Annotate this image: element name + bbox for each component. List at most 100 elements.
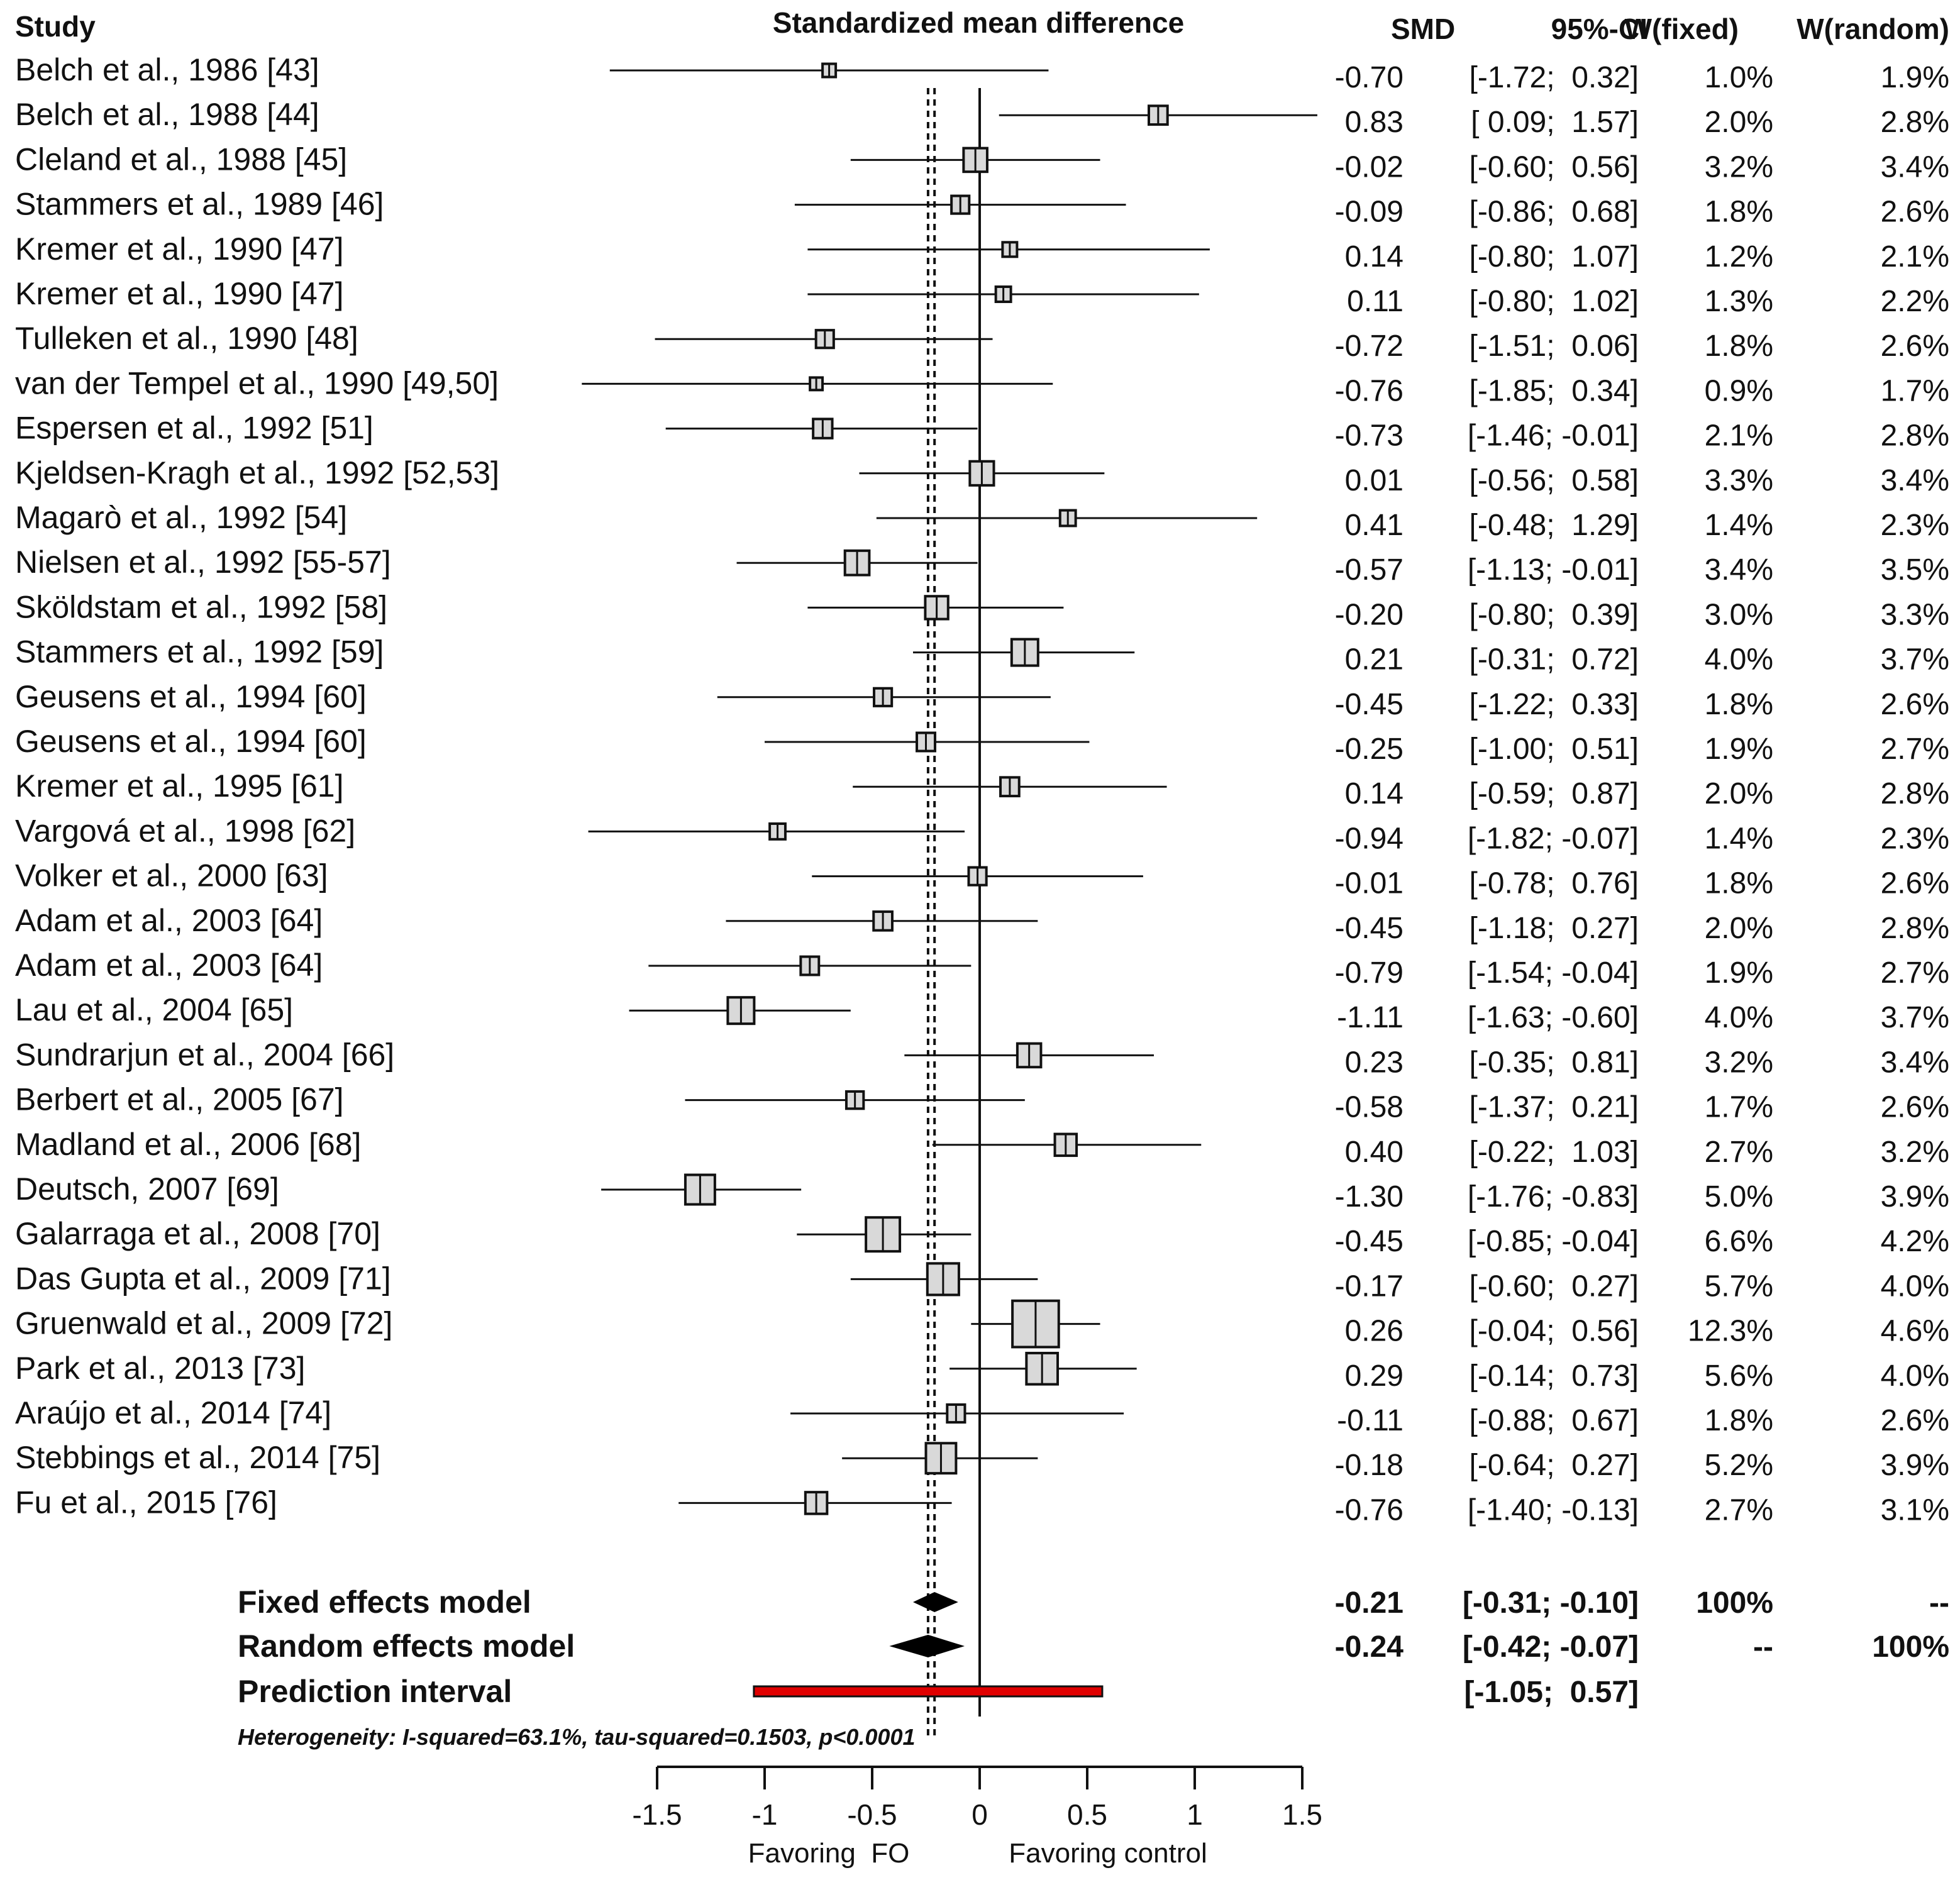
study-ci: [-0.22; 1.03] [1469,1136,1639,1169]
favoring-fo-label: Favoring FO [748,1838,910,1869]
study-label: Geusens et al., 1994 [60] [15,724,367,759]
x-tick-label: 1.5 [1282,1798,1322,1831]
study-weight-random: 3.4% [1881,1046,1949,1079]
study-label: Magarò et al., 1992 [54] [15,500,347,535]
study-ci: [-1.00; 0.51] [1469,733,1639,766]
study-ci: [-1.46; -0.01] [1468,419,1639,453]
study-weight-fixed: 2.7% [1705,1136,1773,1169]
random-model-label: Random effects model [238,1628,575,1664]
study-label: Stammers et al., 1989 [46] [15,187,384,222]
study-ci: [-1.22; 0.33] [1469,688,1639,721]
study-label: Adam et al., 2003 [64] [15,948,323,983]
study-ci: [-1.51; 0.06] [1469,329,1639,363]
study-weight-fixed: 1.9% [1705,733,1773,766]
study-weight-random: 3.3% [1881,598,1949,631]
study-label: Tulleken et al., 1990 [48] [15,321,358,356]
study-weight-random: 3.2% [1881,1136,1949,1169]
study-weight-fixed: 2.0% [1705,777,1773,810]
study-smd: -0.79 [1335,956,1404,990]
header-w-random: W(random) [1797,13,1949,45]
study-label: Stebbings et al., 2014 [75] [15,1440,380,1475]
study-weight-random: 2.6% [1881,329,1949,363]
study-smd: 0.01 [1345,464,1404,497]
study-smd: 0.11 [1347,285,1404,318]
study-weight-fixed: 1.4% [1705,822,1773,855]
study-ci: [-1.54; -0.04] [1468,956,1639,990]
study-weight-fixed: 3.3% [1705,464,1773,497]
study-smd: -0.94 [1335,822,1404,855]
study-weight-fixed: 1.8% [1705,688,1773,721]
study-label: Geusens et al., 1994 [60] [15,679,367,714]
study-ci: [-1.63; -0.60] [1468,1001,1639,1034]
fixed-model-label: Fixed effects model [238,1584,531,1620]
study-weight-random: 3.7% [1881,643,1949,677]
prediction-interval-label: Prediction interval [238,1674,512,1709]
study-smd: 0.29 [1345,1359,1404,1393]
study-weight-random: 2.3% [1881,822,1949,855]
prediction-interval-bar [753,1685,1104,1698]
fixed-model-weight-random: -- [1929,1586,1949,1620]
study-ci: [-0.14; 0.73] [1469,1359,1639,1393]
study-weight-fixed: 3.2% [1705,1046,1773,1079]
study-ci: [-0.31; 0.72] [1469,643,1639,677]
study-weight-random: 3.1% [1881,1493,1949,1527]
study-label: Adam et al., 2003 [64] [15,903,323,938]
study-weight-fixed: 6.6% [1705,1225,1773,1258]
study-ci: [-1.40; -0.13] [1468,1493,1639,1527]
header-smd: SMD [1391,13,1455,45]
study-ci: [-0.80; 0.39] [1469,598,1639,631]
study-weight-random: 3.5% [1881,553,1949,587]
study-smd: -0.11 [1337,1404,1404,1437]
study-label: Gruenwald et al., 2009 [72] [15,1306,392,1341]
study-label: Araújo et al., 2014 [74] [15,1395,331,1430]
study-ci: [-0.78; 0.76] [1469,867,1639,900]
header-w-fixed: W(fixed) [1625,13,1739,45]
study-weight-fixed: 3.4% [1705,553,1773,587]
study-smd: -1.30 [1335,1180,1404,1214]
study-label: Stammers et al., 1992 [59] [15,634,384,670]
study-smd: 0.26 [1345,1315,1404,1348]
study-weight-random: 4.0% [1881,1269,1949,1303]
random-model-weight-fixed: -- [1753,1630,1773,1664]
study-label: Sundrarjun et al., 2004 [66] [15,1037,394,1072]
study-weight-random: 4.6% [1881,1315,1949,1348]
study-weight-fixed: 5.6% [1705,1359,1773,1393]
fixed-model-smd: -0.21 [1335,1586,1404,1620]
study-weight-fixed: 12.3% [1688,1315,1773,1348]
study-weight-random: 3.4% [1881,150,1949,184]
study-weight-fixed: 1.3% [1705,285,1773,318]
study-label: Espersen et al., 1992 [51] [15,411,374,446]
study-weight-fixed: 1.0% [1705,61,1773,94]
study-smd: -0.73 [1335,419,1404,453]
study-weight-random: 3.9% [1881,1180,1949,1214]
study-label: Das Gupta et al., 2009 [71] [15,1261,391,1296]
study-smd: -0.45 [1335,688,1404,721]
study-weight-random: 2.6% [1881,196,1949,229]
study-weight-random: 3.9% [1881,1449,1949,1482]
study-weight-random: 2.3% [1881,509,1949,542]
study-weight-fixed: 2.7% [1705,1493,1773,1527]
study-ci: [-0.64; 0.27] [1469,1449,1639,1482]
study-weight-random: 2.6% [1881,1404,1949,1437]
study-ci: [-0.85; -0.04] [1468,1225,1639,1258]
study-label: Fu et al., 2015 [76] [15,1485,277,1520]
study-ci: [-1.18; 0.27] [1469,912,1639,945]
study-label: Sköldstam et al., 1992 [58] [15,589,387,624]
study-weight-fixed: 0.9% [1705,374,1773,407]
study-smd: 0.14 [1345,240,1404,274]
study-weight-random: 4.0% [1881,1359,1949,1393]
study-smd: -0.01 [1335,867,1404,900]
study-label: Madland et al., 2006 [68] [15,1127,361,1162]
study-weight-random: 2.2% [1881,285,1949,318]
study-weight-random: 2.6% [1881,867,1949,900]
header-ci: 95%-CI [1551,13,1647,45]
study-weight-fixed: 1.7% [1705,1091,1773,1124]
study-label: Kremer et al., 1990 [47] [15,231,344,267]
study-smd: -0.25 [1335,733,1404,766]
study-weight-fixed: 2.1% [1705,419,1773,453]
study-weight-random: 1.7% [1881,374,1949,407]
study-ci: [-1.82; -0.07] [1468,822,1639,855]
x-tick-label: 0.5 [1067,1798,1107,1831]
study-label: Volker et al., 2000 [63] [15,858,328,893]
study-weight-fixed: 5.0% [1705,1180,1773,1214]
